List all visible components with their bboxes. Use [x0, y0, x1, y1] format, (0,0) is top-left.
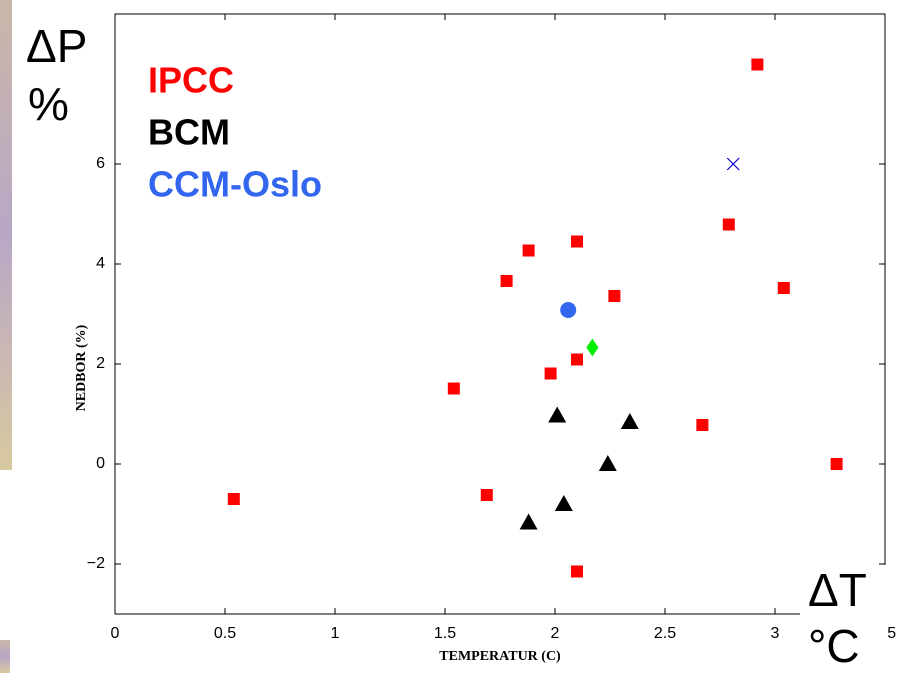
x-tick-label: 1.5 — [434, 625, 456, 642]
y-tick-label: 4 — [96, 255, 105, 272]
overlay-bg — [18, 18, 108, 138]
point — [696, 419, 709, 431]
y-tick-label: 2 — [96, 355, 105, 372]
background-strip — [0, 0, 12, 470]
x-tick-label: 0 — [111, 625, 120, 642]
legend-entry: IPCC — [148, 60, 234, 101]
overlay: ΔP % ΔT °C — [18, 18, 888, 673]
overlay-bg — [800, 565, 888, 673]
background-strip — [0, 640, 10, 673]
point — [544, 367, 557, 380]
point — [571, 353, 583, 366]
point — [586, 338, 599, 357]
legend-entry: CCM-Oslo — [148, 164, 322, 205]
point — [571, 235, 583, 248]
point — [571, 565, 583, 578]
delta-p: ΔP — [26, 20, 87, 72]
point — [830, 458, 843, 470]
point — [480, 489, 493, 501]
legend-entry: BCM — [148, 112, 230, 153]
point — [519, 513, 538, 530]
point — [554, 495, 573, 511]
delta-t-unit: °C — [808, 620, 860, 672]
x-axis-label: TEMPERATUR (C) — [439, 649, 561, 664]
x-tick-label: 3 — [771, 625, 780, 642]
x-tick-label: 2 — [551, 625, 560, 642]
y-tick-label: −2 — [87, 555, 105, 572]
point — [522, 244, 535, 257]
point — [548, 406, 567, 423]
point — [447, 382, 460, 395]
point — [726, 157, 740, 171]
point — [598, 455, 617, 471]
point — [620, 413, 639, 429]
point — [500, 275, 513, 287]
y-axis-label: NEDBOR (%) — [74, 324, 89, 411]
point — [751, 58, 764, 71]
y-tick-label: 6 — [96, 155, 105, 172]
delta-p-unit: % — [28, 78, 69, 130]
point — [227, 493, 240, 505]
x-tick-label: 0.5 — [214, 625, 236, 642]
point — [777, 282, 790, 294]
x-tick-label: 2.5 — [654, 625, 676, 642]
point — [560, 302, 577, 318]
y-tick-label: 0 — [96, 455, 105, 472]
point — [722, 218, 735, 231]
point — [608, 290, 621, 302]
plot-frame — [114, 13, 886, 615]
x-tick-label: 1 — [331, 625, 340, 642]
delta-t: ΔT — [808, 564, 867, 616]
